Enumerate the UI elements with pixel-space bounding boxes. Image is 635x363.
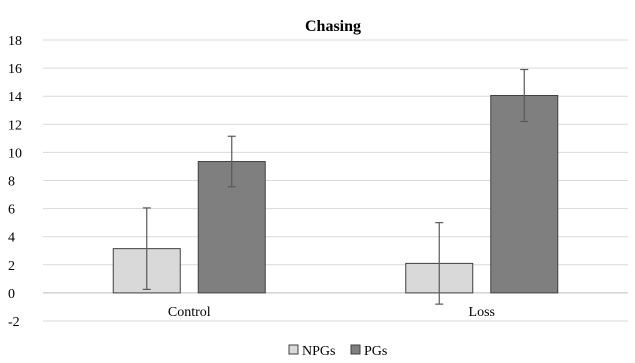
y-axis-ticks: 18 16 14 12 10 8 6 4 2 0 -2: [8, 34, 22, 330]
error-bar-npgs-loss: [435, 222, 444, 305]
y-tick-label: 0: [8, 287, 15, 302]
y-tick-label: 8: [8, 175, 15, 190]
chart-title: Chasing: [305, 18, 361, 35]
legend-label-npgs: NPGs: [302, 344, 335, 359]
error-bar-pgs-loss: [520, 68, 529, 123]
legend-label-pgs: PGs: [364, 344, 387, 359]
y-tick-label: 18: [8, 34, 22, 49]
x-category-label: Control: [168, 305, 211, 320]
y-tick-label: 4: [8, 231, 15, 246]
x-axis-categories: Control Loss: [168, 305, 495, 320]
bars: [112, 94, 559, 294]
legend-swatch-npgs: [288, 344, 299, 355]
error-bars: [142, 68, 529, 305]
bar-pgs-loss: [490, 94, 559, 294]
legend-swatch-pgs: [350, 344, 361, 355]
y-tick-label: 12: [8, 118, 22, 133]
y-tick-label: -2: [8, 315, 20, 330]
y-tick-label: 6: [8, 203, 15, 218]
y-tick-label: 14: [8, 90, 22, 105]
legend: NPGs PGs: [288, 344, 387, 359]
error-bar-npgs-control: [142, 207, 151, 290]
x-category-label: Loss: [469, 305, 495, 320]
y-tick-label: 16: [8, 62, 22, 77]
error-bar-pgs-control: [227, 135, 236, 188]
y-tick-label: 2: [8, 259, 15, 274]
y-tick-label: 10: [8, 146, 22, 161]
